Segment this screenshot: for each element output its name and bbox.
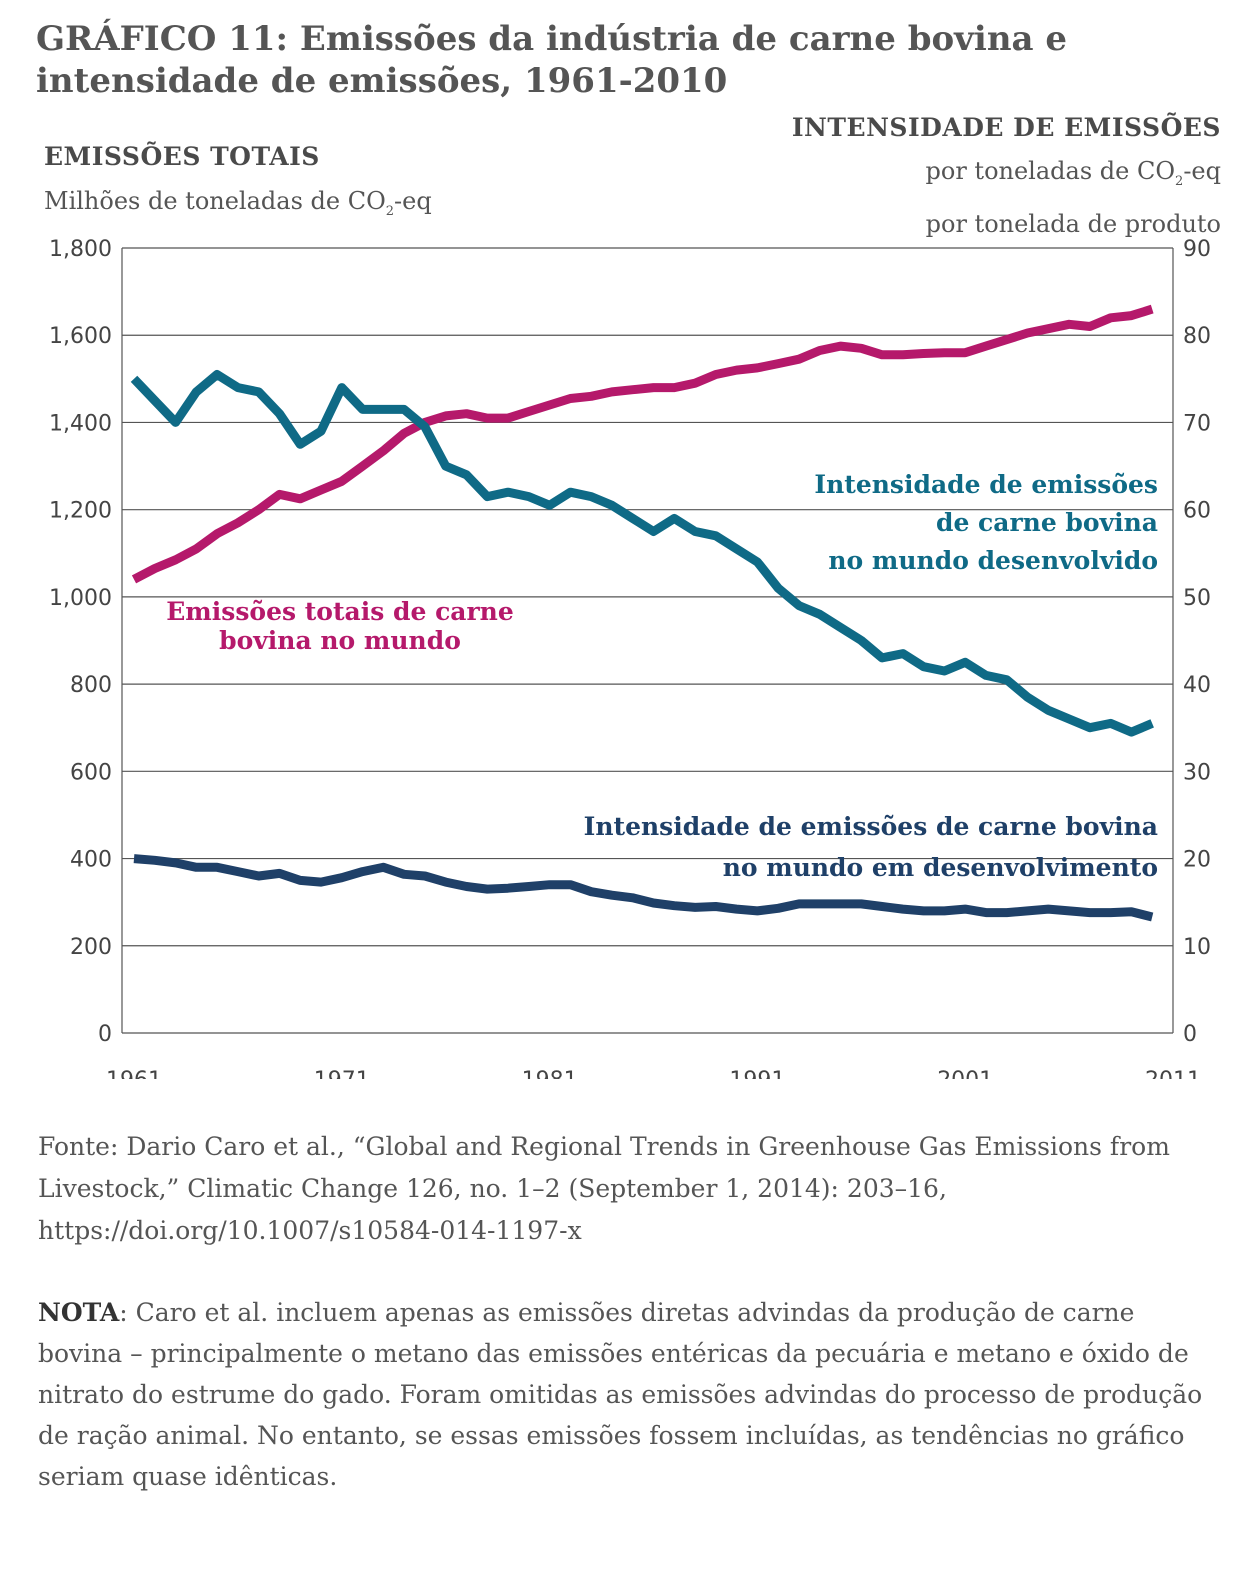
right-tick-label: 20 bbox=[1183, 848, 1211, 873]
right-tick-label: 70 bbox=[1183, 411, 1211, 436]
note-label: NOTA bbox=[38, 1298, 120, 1327]
total-emissions-label: bovina no mundo bbox=[219, 626, 461, 655]
left-tick-label: 1,800 bbox=[49, 237, 112, 262]
left-axis-heading: EMISSÕES TOTAIS bbox=[44, 142, 320, 171]
x-tick-label: 2011 bbox=[1145, 1068, 1201, 1085]
x-tick-label: 1981 bbox=[522, 1068, 578, 1085]
right-axis-ticks: 90 80 70 60 50 40 30 20 10 0 bbox=[1183, 237, 1211, 1047]
right-tick-label: 60 bbox=[1183, 499, 1211, 524]
right-axis-unit: por toneladas de CO2-eq por tonelada de p… bbox=[925, 157, 1221, 238]
left-tick-label: 1,600 bbox=[49, 324, 112, 349]
developed-intensity-label: de carne bovina bbox=[936, 508, 1158, 537]
right-tick-label: 0 bbox=[1183, 1022, 1197, 1047]
series-line-2 bbox=[130, 370, 1154, 737]
x-tick-label: 1971 bbox=[314, 1068, 370, 1085]
series-line-1 bbox=[131, 304, 1154, 584]
left-tick-label: 1,000 bbox=[49, 586, 112, 611]
left-tick-label: 200 bbox=[70, 935, 112, 960]
left-axis-unit: Milhões de toneladas de CO2-eq bbox=[44, 187, 432, 219]
left-tick-label: 1,400 bbox=[49, 411, 112, 436]
gridlines bbox=[121, 247, 1174, 1034]
x-tick-label: 1991 bbox=[729, 1068, 785, 1085]
right-tick-label: 10 bbox=[1183, 935, 1211, 960]
right-tick-label: 50 bbox=[1183, 586, 1211, 611]
x-tick-label: 1961 bbox=[106, 1068, 162, 1085]
right-tick-label: 90 bbox=[1183, 237, 1211, 262]
x-tick-label: 2001 bbox=[937, 1068, 993, 1085]
series-lines bbox=[130, 304, 1154, 922]
right-tick-label: 40 bbox=[1183, 673, 1211, 698]
source-text: Fonte: Dario Caro et al., “Global and Re… bbox=[38, 1132, 1170, 1245]
left-tick-label: 400 bbox=[70, 848, 112, 873]
left-tick-label: 600 bbox=[70, 760, 112, 785]
developed-intensity-label: Intensidade de emissões bbox=[814, 470, 1158, 499]
left-tick-label: 1,200 bbox=[49, 499, 112, 524]
developing-intensity-label: no mundo em desenvolvimento bbox=[723, 853, 1158, 882]
left-axis-ticks: 1,800 1,600 1,400 1,200 1,000 800 600 400 200 0 bbox=[49, 237, 112, 1047]
note-body: : Caro et al. incluem apenas as emissões… bbox=[38, 1298, 1203, 1491]
developing-intensity-label: Intensidade de emissões de carne bovina bbox=[584, 812, 1158, 841]
left-tick-label: 0 bbox=[98, 1022, 112, 1047]
x-axis-ticks: 1961 1971 1981 1991 2001 2011 bbox=[106, 1068, 1201, 1085]
right-axis-heading: INTENSIDADE DE EMISSÕES bbox=[791, 113, 1221, 142]
right-tick-label: 80 bbox=[1183, 324, 1211, 349]
note-text: NOTA: Caro et al. incluem apenas as emis… bbox=[38, 1292, 1218, 1497]
chart-title: GRÁFICO 11: Emissões da indústria de car… bbox=[36, 19, 1068, 101]
developed-intensity-label: no mundo desenvolvido bbox=[828, 546, 1158, 575]
right-tick-label: 30 bbox=[1183, 760, 1211, 785]
left-tick-label: 800 bbox=[70, 673, 112, 698]
total-emissions-label: Emissões totais de carne bbox=[166, 597, 514, 626]
series-line-3 bbox=[133, 854, 1154, 922]
